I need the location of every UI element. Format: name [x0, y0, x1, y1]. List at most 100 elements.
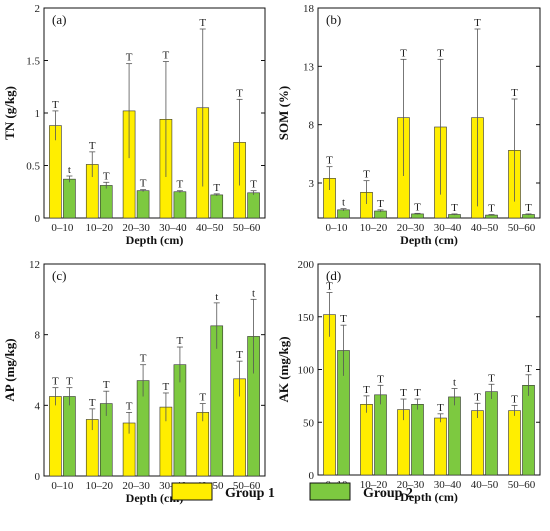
significance-label: T — [89, 140, 96, 152]
x-axis-label: Depth (cm) — [400, 490, 458, 504]
significance-label: T — [474, 17, 481, 29]
significance-label: T — [213, 182, 220, 194]
legend-swatch-group-2 — [309, 482, 351, 501]
significance-label: T — [326, 280, 333, 292]
chart-panels: 0 0.5 1 1.5 2 TN (g/kg) Depth (cm) (a) 0–10 Tt 10–… — [2, 3, 541, 505]
y-tick-label: 0 — [35, 471, 41, 483]
y-tick-label: 8 — [309, 120, 315, 132]
significance-label: T — [377, 198, 384, 210]
significance-label: T — [488, 203, 495, 215]
significance-label: T — [236, 87, 243, 99]
significance-label: T — [163, 381, 170, 393]
y-tick-label: 2 — [35, 3, 41, 15]
y-tick-label: 0 — [35, 213, 41, 225]
significance-label: T — [400, 47, 407, 59]
significance-label: t — [68, 164, 71, 176]
plot-frame — [43, 7, 266, 219]
significance-label: T — [52, 99, 59, 111]
bar-group-2 — [448, 396, 461, 476]
significance-label: T — [488, 372, 495, 384]
plot-frame — [317, 263, 541, 476]
bar-group-2 — [136, 190, 150, 219]
y-tick-label: 3 — [309, 178, 315, 190]
significance-label: T — [340, 313, 347, 325]
bar-group-1 — [434, 417, 447, 476]
x-tick-label: 10–20 — [86, 480, 114, 492]
significance-label: T — [451, 202, 458, 214]
y-tick-label: 18 — [303, 3, 315, 15]
legend: Group 1 Group 2 — [171, 482, 413, 501]
x-tick-label: 0–10 — [51, 222, 74, 234]
significance-label: T — [199, 392, 206, 404]
y-tick-label: 100 — [298, 365, 315, 377]
significance-label: T — [103, 379, 110, 391]
x-tick-label: 10–20 — [360, 222, 388, 234]
bar-group-2 — [173, 191, 187, 219]
bar-group-2 — [337, 209, 350, 219]
x-tick-label: 50–60 — [508, 222, 536, 234]
bar-group-2 — [210, 194, 224, 219]
panel-label: (a) — [52, 12, 66, 27]
legend-label-group-1: Group 1 — [225, 486, 275, 501]
x-tick-label: 20–30 — [122, 222, 150, 234]
significance-label: T — [250, 179, 257, 191]
x-tick-label: 0–10 — [326, 222, 349, 234]
significance-label: T — [66, 376, 73, 388]
x-tick-label: 30–40 — [159, 222, 187, 234]
significance-label: t — [342, 197, 345, 209]
y-axis-label: SOM (%) — [276, 86, 291, 141]
significance-label: T — [363, 384, 370, 396]
bar-group-1 — [196, 412, 210, 477]
x-axis-label: Depth (cm) — [126, 491, 184, 505]
significance-label: t — [453, 376, 456, 388]
bar-group-2 — [522, 385, 535, 476]
significance-label: T — [474, 391, 481, 403]
y-axis-label: AK (mg/kg) — [276, 336, 291, 402]
significance-label: T — [511, 87, 518, 99]
y-tick-label: 13 — [303, 61, 315, 73]
y-tick-label: 200 — [298, 259, 315, 271]
y-axis-label: AP (mg/kg) — [2, 338, 17, 401]
x-tick-label: 30–40 — [434, 479, 462, 491]
x-tick-label: 50–60 — [233, 222, 261, 234]
bar-group-1 — [471, 410, 484, 476]
significance-label: T — [525, 363, 532, 375]
x-tick-label: 40–50 — [196, 222, 224, 234]
bar-group-1 — [508, 410, 521, 476]
y-tick-label: 12 — [29, 259, 40, 271]
significance-label: T — [511, 393, 518, 405]
panel-label: (b) — [326, 12, 341, 27]
significance-label: T — [103, 170, 110, 182]
x-tick-label: 50–60 — [508, 479, 536, 491]
significance-label: T — [89, 397, 96, 409]
chart-panel-2: 3 8 13 18 SOM (%) Depth (cm) (b) 0–10 Tt 10–20 T T 2… — [276, 3, 541, 247]
significance-label: T — [400, 387, 407, 399]
bar-group-2 — [411, 404, 424, 476]
significance-label: T — [377, 373, 384, 385]
significance-label: t — [252, 287, 255, 299]
y-tick-label: 8 — [35, 330, 41, 342]
significance-label: t — [215, 291, 218, 303]
plot-frame — [43, 263, 266, 477]
legend-label-group-2: Group 2 — [363, 486, 413, 501]
bar-group-2 — [247, 192, 260, 219]
y-tick-label: 4 — [35, 400, 41, 412]
significance-label: T — [236, 349, 243, 361]
x-tick-label: 20–30 — [397, 222, 425, 234]
significance-label: T — [140, 178, 147, 190]
y-tick-label: 150 — [298, 312, 315, 324]
bar-group-2 — [63, 396, 76, 477]
x-tick-label: 40–50 — [471, 479, 499, 491]
y-axis-label: TN (g/kg) — [2, 86, 17, 140]
panel-label: (d) — [326, 268, 341, 283]
x-tick-label: 20–30 — [122, 480, 150, 492]
bar-group-2 — [63, 178, 76, 219]
bar-group-1 — [323, 314, 336, 476]
significance-label: T — [52, 376, 59, 388]
plot-frame — [317, 7, 541, 219]
bar-group-2 — [99, 185, 113, 219]
legend-swatch-group-1 — [171, 482, 213, 501]
significance-label: T — [414, 387, 421, 399]
